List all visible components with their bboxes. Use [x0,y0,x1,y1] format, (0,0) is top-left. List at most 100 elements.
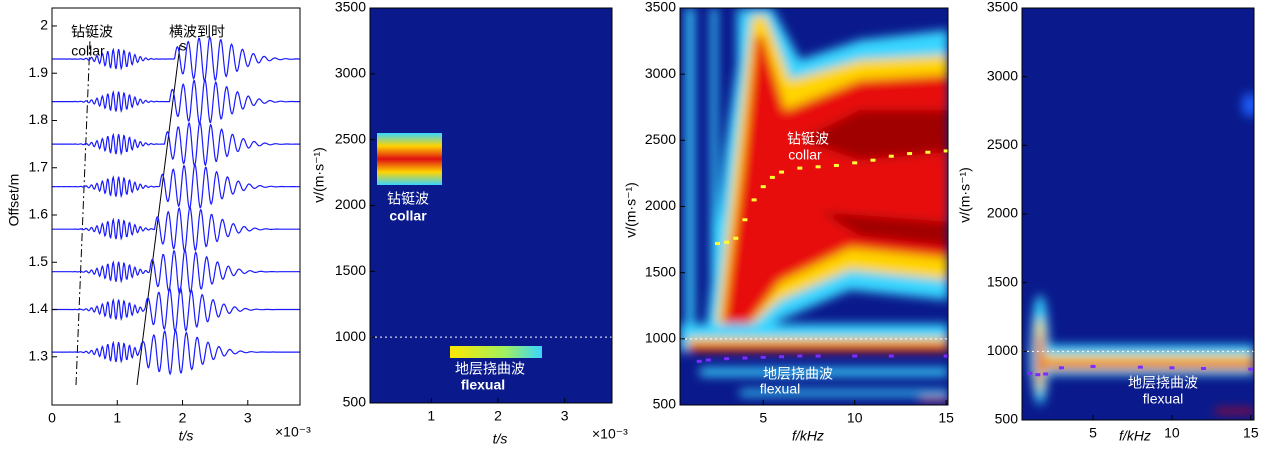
dispersion-point [797,166,803,170]
dispersion-point [742,356,748,360]
y-tick-label: 1.3 [29,347,49,363]
trace [52,286,300,333]
trace [52,163,300,210]
dispersion-point [1035,373,1041,377]
x-tick-label: 10 [847,410,863,426]
y-tick-label: 1000 [335,328,366,344]
x-axis-label: f/kHz [792,428,824,444]
y-axis-label: Offset/m [6,174,22,227]
y-tick-label: 3000 [645,65,676,81]
x-tick-label: 15 [1243,425,1259,441]
x-tick-label: 5 [1089,425,1097,441]
y-tick-label: 1500 [987,273,1018,289]
x-tick-label: 3 [244,410,252,426]
y-axis-label: v/(m·s⁻¹) [311,147,327,203]
x-tick-label: 15 [938,410,954,426]
dispersion-point [1169,366,1175,370]
annotation: collar [788,147,822,163]
y-tick-label: 2 [40,17,48,33]
y-tick-label: 500 [343,394,367,410]
y-tick-label: 3500 [335,0,366,15]
dispersion-point [769,175,775,179]
x-tick-label: 1 [427,408,435,424]
dispersion-point [1090,364,1096,368]
x-tick-label: 1 [113,410,121,426]
y-tick-label: 2500 [987,136,1018,152]
annotation: 钻铤波 [387,191,429,207]
dispersion-point [815,354,821,358]
annotation: 地层挠曲波 [455,361,525,377]
dispersion-point [833,163,839,167]
x-exponent: ×10⁻³ [592,426,628,442]
dispersion-point [925,150,931,154]
y-tick-label: 2500 [645,131,676,147]
dispersion-point [760,185,766,189]
dispersion-point [1043,372,1049,376]
y-tick-label: 1500 [645,263,676,279]
dispersion-point [733,236,739,240]
dispersion-point [779,355,785,359]
annotation: 地层挠曲波 [1128,375,1198,391]
dispersion-point [742,218,748,222]
heatmap-image [680,8,948,405]
dispersion-point [705,358,711,362]
heatmap-image [1022,8,1254,420]
y-tick-label: 1.7 [29,158,49,174]
annotation: flexual [461,377,505,393]
collar-arrival-line [75,39,91,386]
y-tick-label: 1.6 [29,206,49,222]
dispersion-point [815,165,821,169]
y-tick-label: 1500 [335,262,366,278]
dispersion-point [1137,365,1143,369]
dispersion-point [888,154,894,158]
y-tick-label: 3500 [987,0,1018,15]
annotation: flexual [760,381,800,397]
y-tick-label: 2000 [645,197,676,213]
dispersion-point [1027,371,1033,375]
axes-frame [51,7,301,406]
x-axis-label: t/s [179,428,194,444]
x-tick-label: 5 [759,410,767,426]
y-tick-label: 3500 [645,0,676,15]
y-axis-label: v/(m·s⁻¹) [957,167,973,223]
dispersion-point [943,354,949,358]
annotation: collar [389,208,427,224]
dispersion-point [696,359,702,363]
annotation: 横波到时 [169,24,225,40]
y-axis-label: v/(m·s⁻¹) [623,182,639,238]
trace [52,329,300,376]
annotation: 地层挠曲波 [763,366,833,382]
dispersion-point [888,354,894,358]
annotation: 钻铤波 [787,131,829,147]
y-tick-label: 1.9 [29,64,49,80]
y-tick-label: 2500 [335,130,366,146]
y-tick-label: 1.8 [29,111,49,127]
annotation: collar [71,43,105,59]
y-tick-label: 3000 [987,67,1018,83]
y-tick-label: 2000 [987,205,1018,221]
trace [52,248,300,295]
dispersion-point [852,354,858,358]
dispersion-point [1058,366,1064,370]
trace [52,121,300,167]
x-exponent: ×10⁻³ [275,424,311,440]
x-tick-label: 2 [494,408,502,424]
dispersion-point [760,355,766,359]
annotation: flexual [1143,391,1183,407]
dispersion-point [779,170,785,174]
dispersion-point [870,158,876,162]
y-tick-label: 2000 [335,196,366,212]
annotation: s [180,38,187,54]
y-tick-label: 1.4 [29,300,49,316]
y-tick-label: 1000 [987,342,1018,358]
dispersion-point [1248,367,1254,371]
dispersion-point [751,198,757,202]
x-axis-label: f/kHz [1119,428,1151,444]
y-tick-label: 1000 [645,330,676,346]
x-tick-label: 2 [179,410,187,426]
dispersion-point [1200,367,1206,370]
annotation: 钻铤波 [71,24,113,40]
dispersion-point [797,354,803,358]
y-tick-label: 500 [653,396,677,412]
dispersion-point [943,149,949,153]
